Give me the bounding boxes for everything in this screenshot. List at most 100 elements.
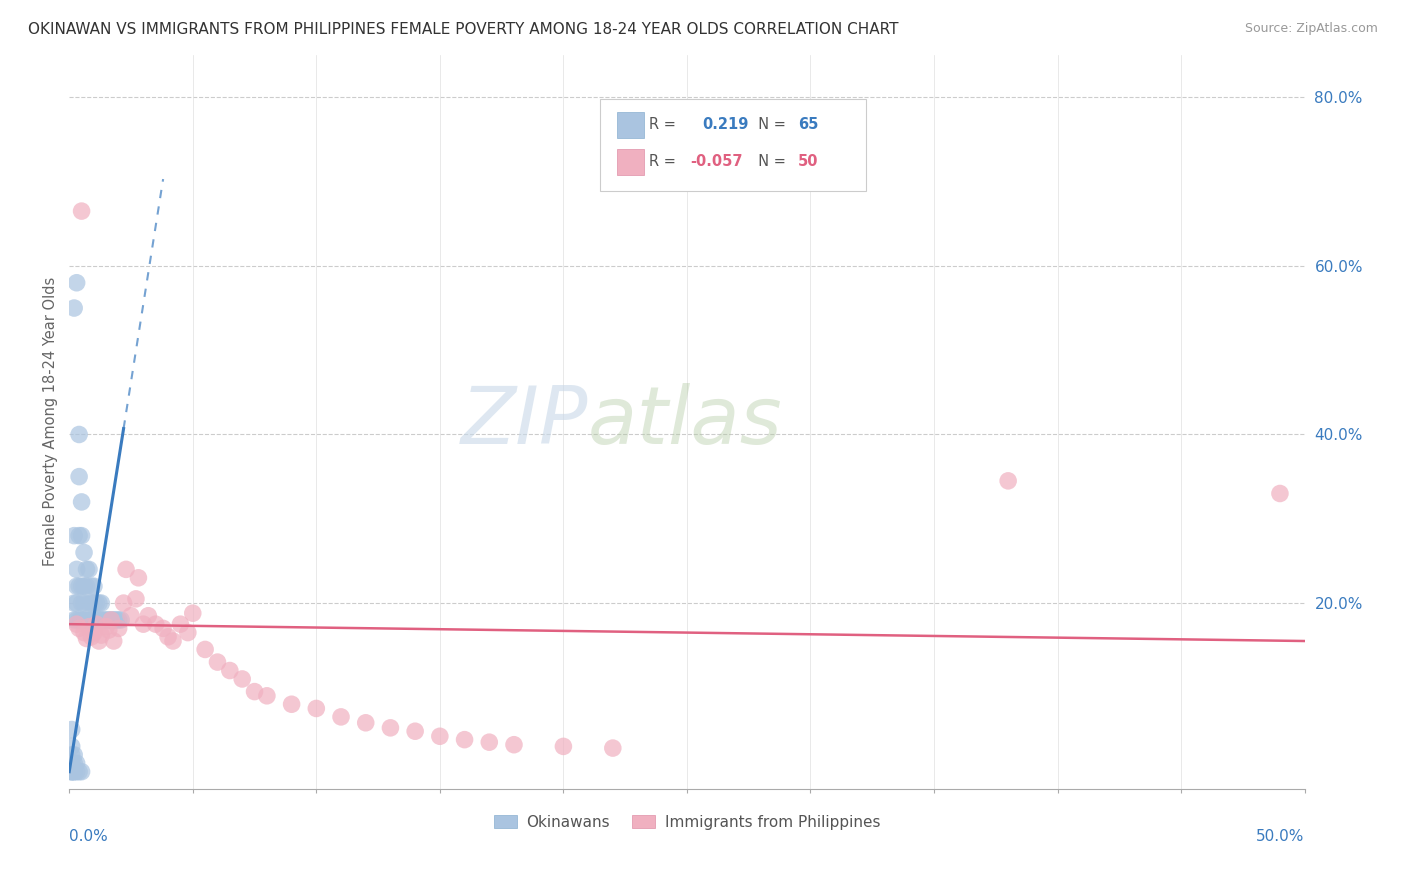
Point <box>70 579 93 593</box>
Point <box>70 596 93 610</box>
Point <box>103 634 125 648</box>
Point <box>112 596 135 610</box>
Point <box>73 545 96 559</box>
Point <box>125 591 148 606</box>
Point <box>67 579 90 593</box>
Point <box>429 729 451 743</box>
Point <box>67 427 90 442</box>
Point <box>60 747 83 762</box>
Text: 50: 50 <box>799 154 818 169</box>
Point <box>83 613 105 627</box>
Point <box>96 613 118 627</box>
Point <box>73 613 96 627</box>
Point <box>181 606 204 620</box>
Text: 50.0%: 50.0% <box>1257 829 1305 844</box>
Point <box>63 613 86 627</box>
Text: ZIP: ZIP <box>461 383 588 461</box>
Point <box>107 613 129 627</box>
Point <box>77 562 100 576</box>
Point <box>66 756 89 771</box>
Point <box>602 741 624 756</box>
Point <box>100 613 122 627</box>
Point <box>93 613 115 627</box>
Point <box>86 617 108 632</box>
Text: 65: 65 <box>799 118 818 132</box>
Point <box>86 613 108 627</box>
Point <box>76 579 98 593</box>
Point <box>67 764 90 779</box>
Text: N =: N = <box>749 154 790 169</box>
Text: N =: N = <box>749 118 790 132</box>
Text: 0.0%: 0.0% <box>69 829 108 844</box>
Point <box>453 732 475 747</box>
Point <box>70 204 93 219</box>
Point <box>120 608 142 623</box>
Text: atlas: atlas <box>588 383 783 461</box>
Point <box>90 596 112 610</box>
Point <box>70 528 93 542</box>
Point <box>66 617 89 632</box>
Point <box>243 684 266 698</box>
Point <box>169 617 191 632</box>
Point <box>77 620 100 634</box>
Point <box>66 764 89 779</box>
Point <box>218 664 240 678</box>
Point <box>83 579 105 593</box>
Point <box>76 562 98 576</box>
Text: R =: R = <box>648 154 681 169</box>
Point <box>66 579 89 593</box>
Point <box>63 747 86 762</box>
Point <box>553 739 575 754</box>
Text: R =: R = <box>648 118 685 132</box>
Point <box>503 738 526 752</box>
Point <box>100 613 122 627</box>
Point <box>305 701 328 715</box>
Point <box>67 469 90 483</box>
Text: OKINAWAN VS IMMIGRANTS FROM PHILIPPINES FEMALE POVERTY AMONG 18-24 YEAR OLDS COR: OKINAWAN VS IMMIGRANTS FROM PHILIPPINES … <box>28 22 898 37</box>
Point <box>67 621 90 635</box>
Point <box>404 724 426 739</box>
Point <box>66 613 89 627</box>
Point <box>97 623 120 637</box>
Point <box>83 596 105 610</box>
Point <box>66 596 89 610</box>
Point <box>77 613 100 627</box>
Point <box>157 630 180 644</box>
Point <box>86 596 108 610</box>
FancyBboxPatch shape <box>600 99 866 191</box>
Point <box>194 642 217 657</box>
Point <box>66 562 89 576</box>
Point <box>76 613 98 627</box>
Point <box>80 613 103 627</box>
Y-axis label: Female Poverty Among 18-24 Year Olds: Female Poverty Among 18-24 Year Olds <box>44 277 58 566</box>
Point <box>90 613 112 627</box>
Point <box>96 620 118 634</box>
Bar <box>616 149 644 175</box>
Point <box>87 596 110 610</box>
Point <box>63 301 86 315</box>
Point <box>60 723 83 737</box>
Point <box>77 596 100 610</box>
Point <box>66 276 89 290</box>
Point <box>87 613 110 627</box>
Point <box>70 613 93 627</box>
Point <box>63 596 86 610</box>
Point <box>107 621 129 635</box>
Point <box>231 672 253 686</box>
Point <box>478 735 501 749</box>
Point <box>280 698 302 712</box>
Point <box>103 613 125 627</box>
Point <box>67 613 90 627</box>
Point <box>63 764 86 779</box>
Text: Source: ZipAtlas.com: Source: ZipAtlas.com <box>1244 22 1378 36</box>
Bar <box>616 112 644 138</box>
Point <box>997 474 1019 488</box>
Point <box>70 495 93 509</box>
Point <box>60 764 83 779</box>
Point <box>90 628 112 642</box>
Text: -0.057: -0.057 <box>690 154 744 169</box>
Point <box>152 621 174 635</box>
Point <box>207 655 229 669</box>
Point <box>80 630 103 644</box>
Point <box>67 528 90 542</box>
